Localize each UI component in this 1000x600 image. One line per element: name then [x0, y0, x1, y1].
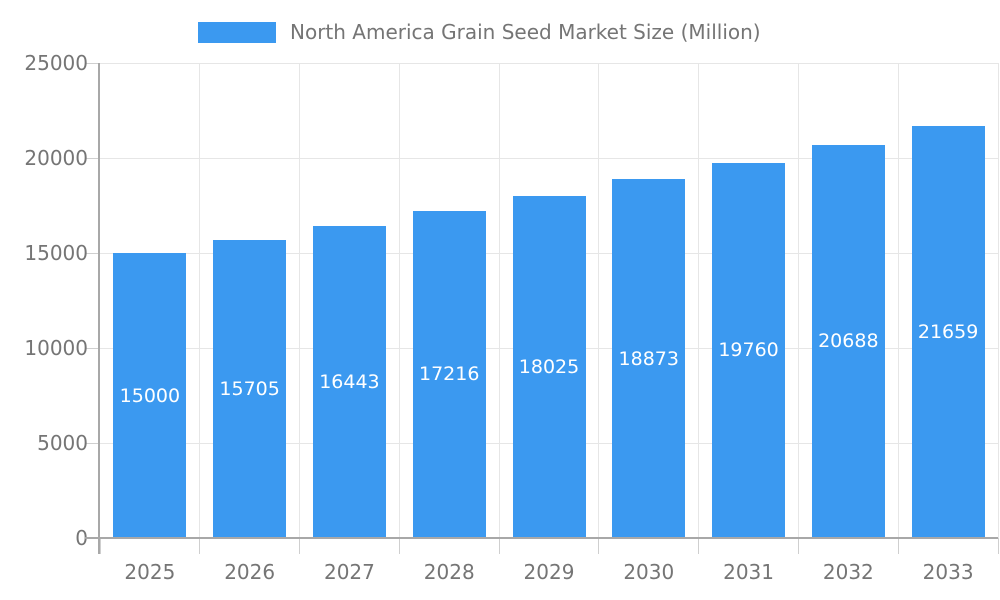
- x-axis-line: [85, 537, 998, 539]
- x-axis-label: 2027: [323, 560, 375, 584]
- bar-value-label: 20688: [818, 330, 879, 353]
- gridline-vertical: [698, 63, 700, 538]
- y-axis-label: 25000: [24, 51, 88, 75]
- gridline-horizontal: [100, 62, 998, 64]
- bar-value-label: 15705: [219, 377, 280, 400]
- bar-value-label: 18025: [518, 355, 580, 378]
- legend-label[interactable]: North America Grain Seed Market Size (Mi…: [290, 20, 761, 44]
- x-axis-label: 2033: [922, 560, 974, 584]
- bar-value-label: 18873: [618, 347, 679, 370]
- bar-2029[interactable]: [512, 195, 586, 538]
- x-axis-tick: [698, 538, 700, 554]
- gridline-vertical: [299, 63, 301, 538]
- y-axis-label: 20000: [24, 146, 88, 170]
- bar-2030[interactable]: [612, 179, 686, 538]
- y-axis-tick: [85, 252, 100, 254]
- x-axis-tick: [897, 538, 899, 554]
- x-axis-label: 2032: [822, 560, 874, 584]
- gridline-vertical: [797, 63, 799, 538]
- x-axis-label: 2025: [124, 560, 176, 584]
- bar-value-label: 21659: [917, 321, 979, 344]
- bar-2031[interactable]: [712, 162, 786, 538]
- y-axis-label: 15000: [24, 241, 88, 265]
- x-axis-tick: [299, 538, 301, 554]
- y-axis-tick: [85, 157, 100, 159]
- gridline-vertical: [498, 63, 500, 538]
- bar-2033[interactable]: [911, 126, 985, 538]
- x-axis-label: 2029: [523, 560, 575, 584]
- bar-value-label: 16443: [319, 370, 380, 393]
- gridline-vertical: [398, 63, 400, 538]
- x-axis-tick: [199, 538, 201, 554]
- x-axis-tick: [598, 538, 600, 554]
- bar-value-label: 19760: [718, 339, 779, 362]
- y-axis-line: [98, 63, 100, 554]
- gridline-vertical: [199, 63, 201, 538]
- gridline-vertical: [997, 63, 999, 538]
- gridline-horizontal: [100, 157, 998, 159]
- x-axis-tick: [398, 538, 400, 554]
- bar-2026[interactable]: [213, 239, 287, 538]
- x-axis-tick: [498, 538, 500, 554]
- bar-2025[interactable]: [113, 253, 187, 538]
- y-axis-tick: [85, 62, 100, 64]
- y-axis-label: 0: [75, 526, 88, 550]
- bar-2032[interactable]: [811, 144, 885, 538]
- y-axis-label: 10000: [24, 336, 88, 360]
- gridline-vertical: [598, 63, 600, 538]
- legend[interactable]: North America Grain Seed Market Size (Mi…: [198, 20, 761, 45]
- x-axis-tick: [997, 538, 999, 554]
- bar-value-label: 17216: [418, 363, 480, 386]
- bar-value-label: 15000: [119, 384, 181, 407]
- y-axis-label: 5000: [37, 431, 88, 455]
- y-axis-tick: [85, 442, 100, 444]
- x-axis-label: 2028: [423, 560, 475, 584]
- gridline-vertical: [897, 63, 899, 538]
- x-axis-label: 2030: [623, 560, 675, 584]
- bar-2027[interactable]: [312, 225, 386, 538]
- legend-swatch[interactable]: [198, 22, 276, 43]
- x-axis-tick: [797, 538, 799, 554]
- x-axis-label: 2031: [723, 560, 774, 584]
- x-axis-tick: [99, 538, 101, 554]
- y-axis-tick: [85, 347, 100, 349]
- bar-2028[interactable]: [412, 210, 486, 538]
- x-axis-label: 2026: [224, 560, 276, 584]
